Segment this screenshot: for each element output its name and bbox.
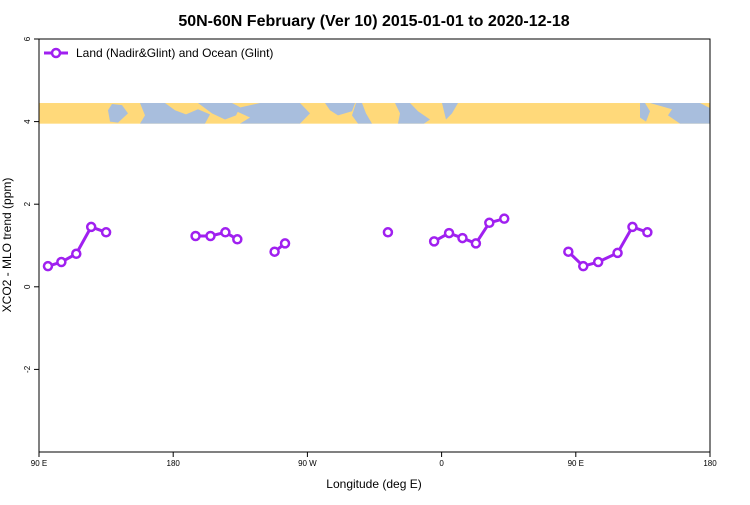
y-axis: -2 0 2 4 6 xyxy=(23,36,39,373)
x-axis: 90 E 180 90 W 0 90 E 180 xyxy=(31,452,717,468)
y-axis-label: XCO2 - MLO trend (ppm) xyxy=(0,178,14,313)
y-tick-label: -2 xyxy=(23,365,32,373)
series-line-segment xyxy=(195,230,239,241)
y-tick-label: 2 xyxy=(23,201,32,206)
data-point xyxy=(190,230,201,242)
data-point xyxy=(220,227,231,238)
data-point xyxy=(428,236,440,247)
map-ocean-region xyxy=(232,103,310,124)
data-point xyxy=(232,234,243,245)
data-point xyxy=(382,227,394,238)
data-point xyxy=(498,213,510,224)
data-point xyxy=(279,238,291,249)
data-point xyxy=(627,221,638,233)
data-point xyxy=(563,246,574,257)
legend-marker-swatch xyxy=(50,47,62,59)
data-point xyxy=(612,247,623,259)
x-tick-label: 90 W xyxy=(298,459,317,468)
data-point xyxy=(42,260,54,272)
map-ocean-region xyxy=(650,103,710,124)
x-tick-label: 90 E xyxy=(568,459,584,468)
map-ocean-region xyxy=(198,103,240,120)
map-ocean-region xyxy=(140,103,210,124)
data-point xyxy=(470,238,482,249)
data-point xyxy=(71,248,82,260)
map-ocean-region xyxy=(640,103,650,122)
x-tick-label: 180 xyxy=(167,459,181,468)
map-ocean-region xyxy=(108,104,128,123)
data-point xyxy=(205,230,216,242)
legend-label: Land (Nadir&Glint) and Ocean (Glint) xyxy=(76,46,273,60)
y-tick-label: 0 xyxy=(23,284,32,289)
data-point xyxy=(457,232,468,244)
data-point xyxy=(269,246,280,257)
chart-title: 50N-60N February (Ver 10) 2015-01-01 to … xyxy=(178,13,569,30)
y-tick-label: 6 xyxy=(23,36,32,41)
x-tick-label: 0 xyxy=(439,459,444,468)
series-layer xyxy=(42,213,653,272)
data-point xyxy=(56,256,67,268)
map-ocean-region xyxy=(442,103,458,120)
data-point xyxy=(578,260,589,272)
data-point xyxy=(443,227,455,239)
map-strip xyxy=(39,103,710,124)
y-tick-label: 4 xyxy=(23,119,32,124)
map-ocean-region xyxy=(352,103,372,124)
plot-frame xyxy=(38,38,711,453)
data-point xyxy=(592,256,604,268)
data-point xyxy=(642,227,653,238)
data-point xyxy=(85,221,97,233)
x-tick-label: 90 E xyxy=(31,459,47,468)
series-line-segment xyxy=(567,225,648,268)
map-ocean-region xyxy=(395,103,430,124)
map-ocean-region xyxy=(325,103,355,116)
data-point xyxy=(484,217,495,229)
x-axis-label: Longitude (deg E) xyxy=(326,477,421,491)
data-point xyxy=(100,227,112,238)
legend: Land (Nadir&Glint) and Ocean (Glint) xyxy=(44,46,273,60)
map-strip-background xyxy=(39,103,710,124)
x-tick-label: 180 xyxy=(703,459,717,468)
